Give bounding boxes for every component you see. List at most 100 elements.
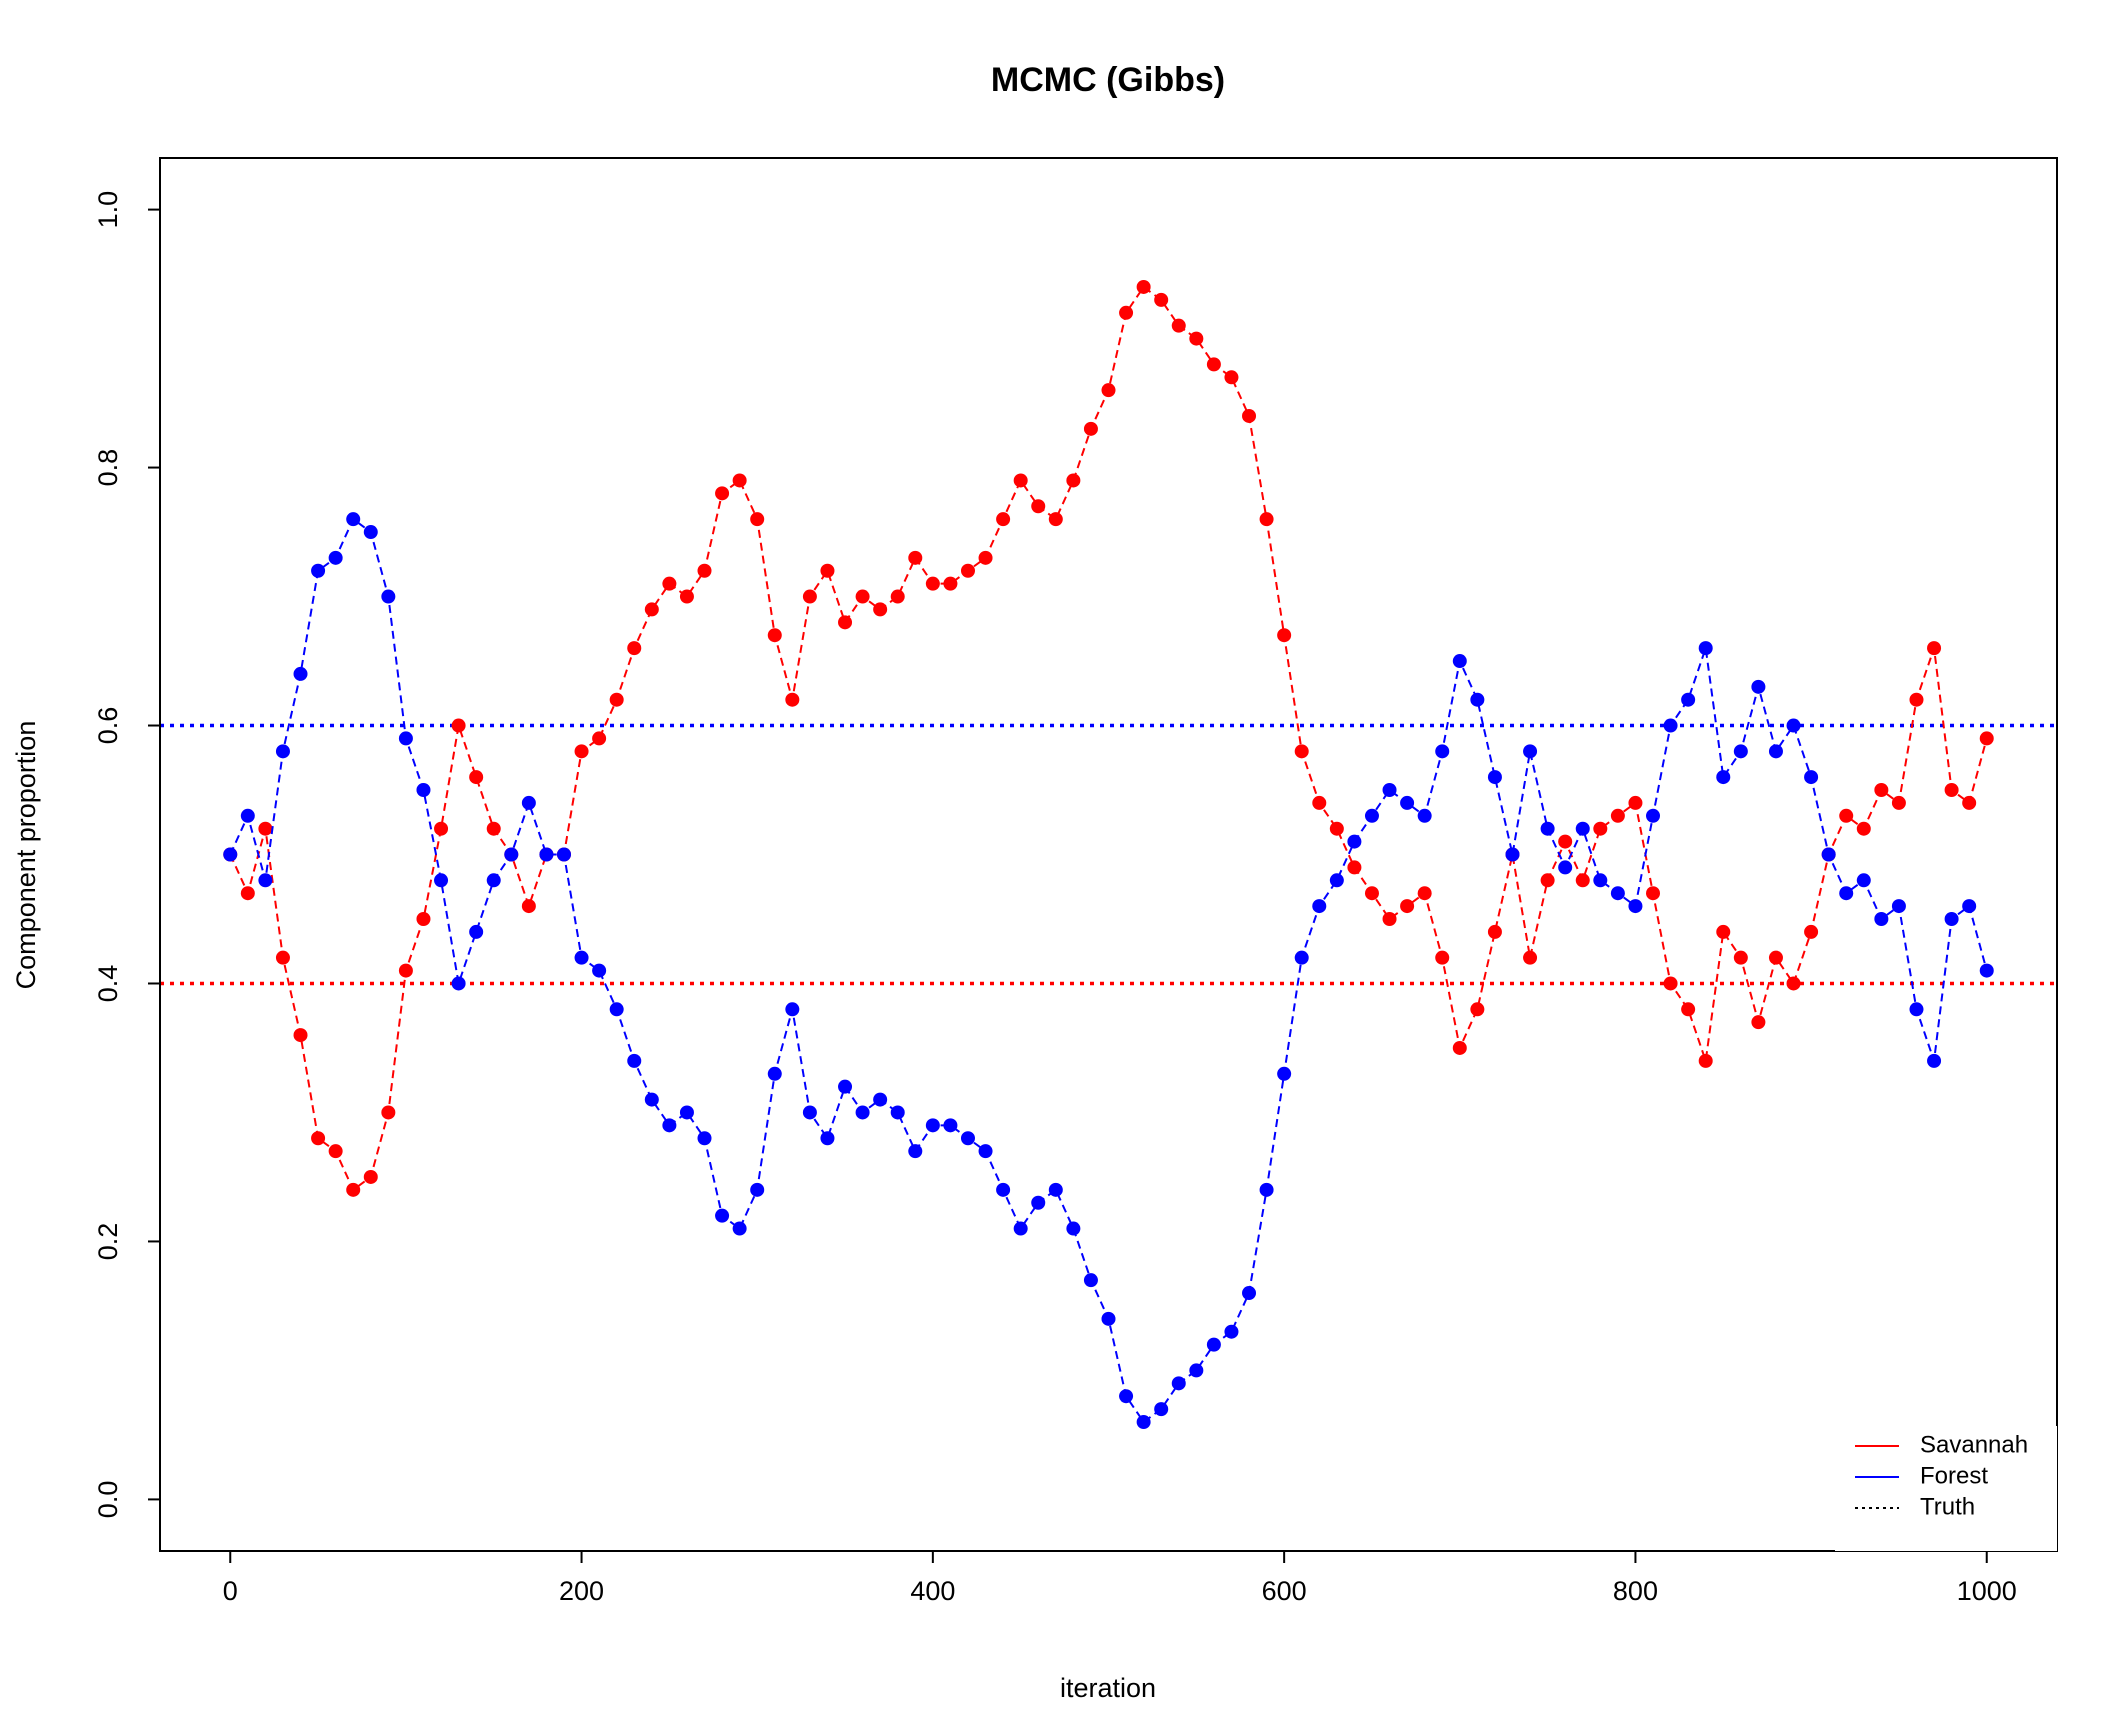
- data-point: [609, 1002, 624, 1017]
- data-point: [381, 1105, 396, 1120]
- data-point: [802, 589, 817, 604]
- data-point: [1119, 1389, 1134, 1404]
- data-point: [1523, 744, 1538, 759]
- data-point: [627, 641, 642, 656]
- data-point: [1066, 1221, 1081, 1236]
- data-point: [451, 718, 466, 733]
- data-point: [925, 1118, 940, 1133]
- data-point: [469, 770, 484, 785]
- data-point: [1979, 731, 1994, 746]
- data-point: [1171, 318, 1186, 333]
- data-point: [1575, 821, 1590, 836]
- data-point: [908, 1144, 923, 1159]
- data-point: [346, 1182, 361, 1197]
- y-tick-label: 0.8: [93, 449, 123, 487]
- data-point: [1013, 1221, 1028, 1236]
- data-point: [890, 589, 905, 604]
- data-point: [1470, 1002, 1485, 1017]
- data-point: [1031, 499, 1046, 514]
- data-point: [240, 808, 255, 823]
- data-point: [1927, 1053, 1942, 1068]
- data-point: [1786, 976, 1801, 991]
- data-point: [996, 1182, 1011, 1197]
- data-point: [416, 783, 431, 798]
- x-tick-label: 400: [910, 1576, 955, 1606]
- data-point: [679, 589, 694, 604]
- data-point: [750, 1182, 765, 1197]
- data-point: [1136, 1415, 1151, 1430]
- data-point: [1048, 1182, 1063, 1197]
- x-tick-label: 800: [1613, 1576, 1658, 1606]
- data-point: [1259, 1182, 1274, 1197]
- data-point: [1540, 821, 1555, 836]
- data-point: [697, 563, 712, 578]
- data-point: [1874, 783, 1889, 798]
- data-point: [1927, 641, 1942, 656]
- data-point: [1663, 718, 1678, 733]
- x-tick-label: 600: [1262, 1576, 1307, 1606]
- data-point: [1312, 795, 1327, 810]
- data-point: [943, 1118, 958, 1133]
- data-point: [1593, 873, 1608, 888]
- y-tick-label: 0.0: [93, 1481, 123, 1519]
- data-point: [1083, 1273, 1098, 1288]
- data-point: [1224, 1324, 1239, 1339]
- data-point: [574, 950, 589, 965]
- data-point: [1874, 911, 1889, 926]
- data-point: [1751, 679, 1766, 694]
- data-point: [451, 976, 466, 991]
- data-point: [1962, 795, 1977, 810]
- data-point: [1294, 744, 1309, 759]
- data-point: [1909, 1002, 1924, 1017]
- data-point: [275, 950, 290, 965]
- y-tick-label: 1.0: [93, 191, 123, 229]
- data-point: [1979, 963, 1994, 978]
- x-tick-label: 1000: [1957, 1576, 2017, 1606]
- data-point: [785, 1002, 800, 1017]
- data-point: [1435, 744, 1450, 759]
- data-point: [960, 1131, 975, 1146]
- legend-label: Truth: [1920, 1493, 1975, 1520]
- data-point: [1610, 886, 1625, 901]
- data-point: [1856, 821, 1871, 836]
- data-point: [363, 525, 378, 540]
- data-point: [1294, 950, 1309, 965]
- data-point: [767, 628, 782, 643]
- data-point: [1400, 899, 1415, 914]
- data-point: [311, 563, 326, 578]
- data-point: [1206, 1337, 1221, 1352]
- data-point: [1470, 692, 1485, 707]
- data-point: [855, 589, 870, 604]
- data-point: [820, 563, 835, 578]
- data-point: [1242, 408, 1257, 423]
- data-point: [996, 512, 1011, 527]
- data-point: [328, 550, 343, 565]
- y-tick-label: 0.4: [93, 965, 123, 1003]
- data-point: [1628, 899, 1643, 914]
- data-point: [258, 873, 273, 888]
- data-point: [1013, 473, 1028, 488]
- data-point: [732, 473, 747, 488]
- data-point: [539, 847, 554, 862]
- data-point: [925, 576, 940, 591]
- data-point: [1382, 783, 1397, 798]
- chart-title: MCMC (Gibbs): [991, 61, 1225, 99]
- data-point: [521, 795, 536, 810]
- data-point: [398, 963, 413, 978]
- data-point: [1839, 808, 1854, 823]
- data-point: [1698, 641, 1713, 656]
- data-point: [434, 821, 449, 836]
- data-point: [311, 1131, 326, 1146]
- data-point: [1558, 834, 1573, 849]
- data-point: [363, 1169, 378, 1184]
- data-point: [1347, 860, 1362, 875]
- data-point: [1312, 899, 1327, 914]
- data-point: [1558, 860, 1573, 875]
- x-tick-label: 0: [223, 1576, 238, 1606]
- y-tick-label: 0.6: [93, 707, 123, 745]
- data-point: [1768, 744, 1783, 759]
- legend-label: Savannah: [1920, 1431, 2028, 1458]
- data-point: [1066, 473, 1081, 488]
- data-point: [486, 873, 501, 888]
